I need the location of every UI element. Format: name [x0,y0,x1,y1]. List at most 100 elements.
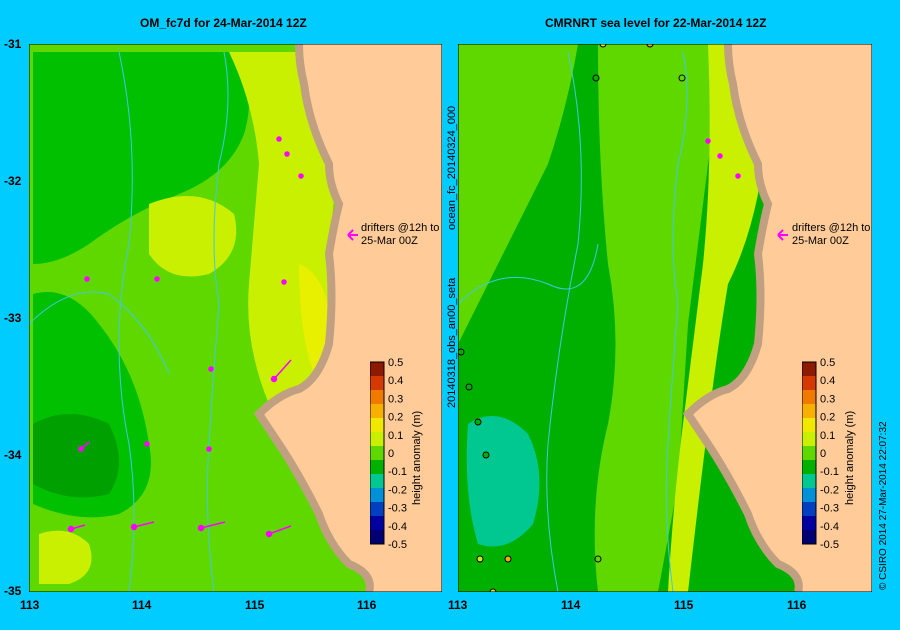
colorbar-tick-label: 0 [388,448,394,460]
colorbar-tick-label: -0.5 [820,539,839,551]
right-annotation-line-1: drifters @12h to [792,222,871,234]
contour-line [546,51,582,592]
y-tick: -34 [4,448,22,462]
x-tick: 115 [245,598,265,612]
yellow-green-region [668,44,763,592]
land [259,44,442,592]
colorbar-swatch [802,390,816,405]
y-tick: -35 [4,584,22,598]
colorbar-swatch [370,418,384,433]
colorbar-swatch [370,446,384,461]
side-label-top: ocean_fc_20140324_000 [446,105,458,230]
colorbar-tick-label: 0.4 [820,375,835,387]
right-colorbar-label: height anomaly (m) [844,410,856,505]
colorbar-tick-label: 0.1 [388,430,403,442]
x-tick: 113 [20,598,40,612]
contour-line [665,51,688,592]
colorbar-tick-label: 0.4 [388,375,403,387]
colorbar-tick-label: 0.2 [820,412,835,424]
colorbar-swatch [802,418,816,433]
colorbar-swatch [370,390,384,405]
colorbar-tick-label: 0 [820,448,826,460]
colorbar-border [802,361,817,545]
colorbar-swatch [802,446,816,461]
colorbar-swatch [802,460,816,475]
left-annotation-line-1: drifters @12h to [361,222,440,234]
colorbar-swatch [370,432,384,447]
colorbar-swatch [802,432,816,447]
right-annotation: drifters @12h to 25-Mar 00Z [792,222,870,248]
right-annotation-line-2: 25-Mar 00Z [792,235,849,247]
green-region [594,44,713,592]
colorbar-tick-label: -0.4 [820,521,839,533]
colorbar-swatch [802,376,816,391]
colorbar-swatch [370,376,384,391]
dark-green-region [33,52,249,264]
contour-line [29,291,170,375]
colorbar-border [370,361,385,545]
colorbar-tick-label: -0.2 [820,484,839,496]
colorbar-swatch [802,488,816,503]
left-panel-title: OM_fc7d for 24-Mar-2014 12Z [140,16,307,30]
colorbar-swatch [370,404,384,419]
colorbar-swatch [370,502,384,517]
colorbar-swatch [802,474,816,489]
left-annotation-line-2: 25-Mar 00Z [361,235,418,247]
colorbar-tick-label: -0.4 [388,521,407,533]
colorbar-swatch [370,516,384,531]
colorbar-tick-label: -0.2 [388,484,407,496]
coastline [682,44,803,592]
yellow-green-region [39,530,92,584]
x-tick: 113 [448,598,468,612]
green-region [458,44,578,344]
colorbar-tick-label: -0.3 [820,503,839,515]
right-annotation-arrow [777,229,788,241]
colorbar-swatch [370,362,384,377]
left-annotation: drifters @12h to 25-Mar 00Z [361,222,439,248]
land [688,44,872,592]
x-tick: 114 [132,598,152,612]
x-tick: 114 [561,598,581,612]
left-colorbar: 0.5 0.4 0.3 0.2 0.1 0 -0.1 -0.2 -0.3 -0.4 -0.5 [370,358,407,551]
contour-line [118,51,135,592]
dark-green-region [33,414,119,498]
right-map [458,44,872,592]
y-tick: -32 [4,174,22,188]
colorbar-swatch [370,530,384,545]
drifters [67,136,304,538]
y-tick: -31 [4,37,22,51]
colorbar-tick-label: -0.3 [388,503,407,515]
colorbar-swatch [802,362,816,377]
colorbar-tick-label: 0.3 [388,393,403,405]
colorbar-swatch [802,530,816,545]
left-colorbar-label: height anomaly (m) [411,410,423,505]
colorbar-swatch [802,502,816,517]
colorbar-swatch [370,474,384,489]
left-map [29,44,442,592]
x-tick: 116 [787,598,807,612]
coastline [253,44,374,592]
contour-line [458,243,599,305]
colorbar-tick-label: -0.5 [388,539,407,551]
x-tick: 115 [674,598,694,612]
right-colorbar: 0.5 0.4 0.3 0.2 0.1 0 -0.1 -0.2 -0.3 -0.4 -0.5 [802,358,839,551]
footer-copyright: © CSIRO 2014 27-Mar-2014 22:07:32 [878,421,889,590]
colorbar-swatch [370,460,384,475]
side-label-bottom: 20140318_obs_an00_seta [446,277,458,408]
right-panel-title: CMRNRT sea level for 22-Mar-2014 12Z [545,16,767,30]
contour-line [206,51,229,592]
colorbar-tick-label: -0.1 [820,466,839,478]
teal-region [466,416,540,547]
y-tick: -33 [4,311,22,325]
x-tick: 116 [357,598,377,612]
colorbar-swatch [370,488,384,503]
colorbar-tick-label: -0.1 [388,466,407,478]
colorbar-swatch [802,516,816,531]
observation-markers [458,44,686,592]
left-annotation-arrow [347,229,358,241]
colorbar-swatch [802,404,816,419]
colorbar-tick-label: 0.5 [820,358,835,369]
colorbar-tick-label: 0.1 [820,430,835,442]
colorbar-tick-label: 0.5 [388,358,403,369]
colorbar-tick-label: 0.2 [388,412,403,424]
